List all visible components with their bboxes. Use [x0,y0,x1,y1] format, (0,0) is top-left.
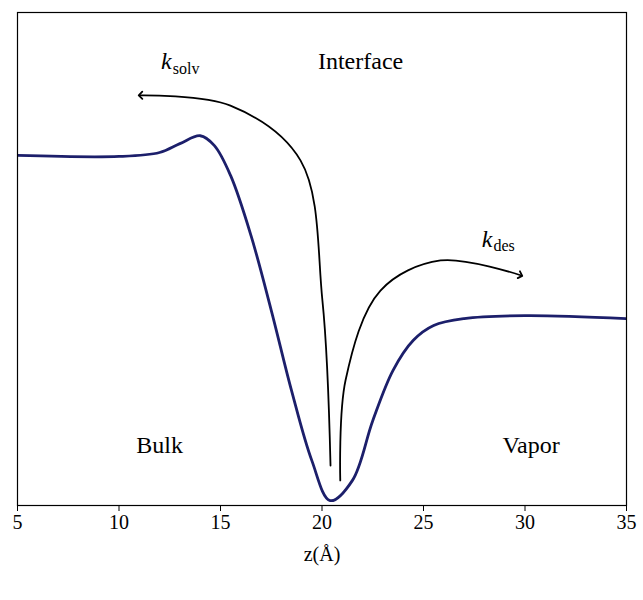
svg-text:10: 10 [109,511,129,533]
svg-text:des: des [494,237,515,254]
svg-text:k: k [482,226,493,252]
svg-text:35: 35 [617,511,637,533]
svg-text:Bulk: Bulk [136,432,183,458]
svg-text:Interface: Interface [318,48,403,74]
svg-text:25: 25 [414,511,434,533]
svg-text:solv: solv [173,60,200,77]
svg-text:k: k [161,48,172,74]
svg-text:30: 30 [515,511,535,533]
svg-text:5: 5 [13,511,23,533]
svg-text:Vapor: Vapor [502,432,559,458]
svg-text:20: 20 [312,511,332,533]
svg-text:z(Å): z(Å) [304,543,341,566]
svg-text:15: 15 [211,511,231,533]
